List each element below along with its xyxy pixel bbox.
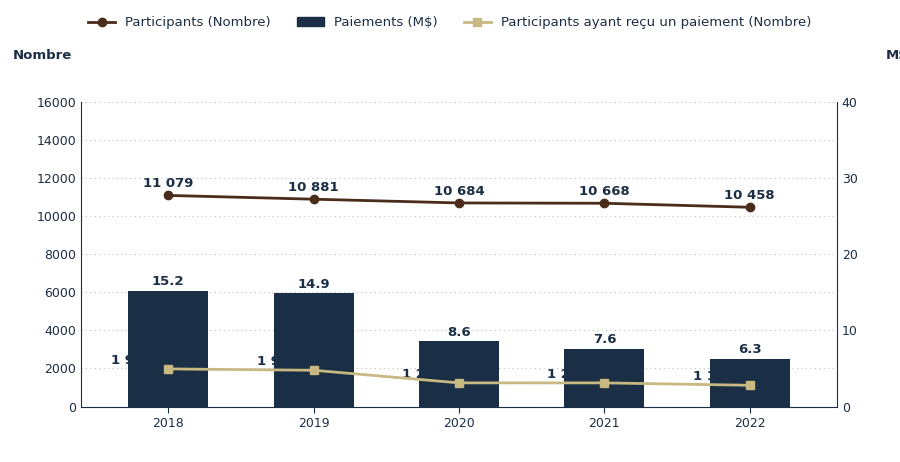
Text: 15.2: 15.2 (152, 275, 184, 288)
Text: 14.9: 14.9 (297, 278, 330, 291)
Text: 8.6: 8.6 (447, 326, 471, 339)
Text: 6.3: 6.3 (738, 343, 761, 356)
Text: M$: M$ (886, 49, 900, 62)
Bar (564, 349, 644, 407)
Text: Nombre: Nombre (13, 49, 72, 62)
Legend: Participants (Nombre), Paiements (M$), Participants ayant reçu un paiement (Nomb: Participants (Nombre), Paiements (M$), P… (83, 11, 817, 35)
Bar (419, 341, 499, 407)
Text: 10 684: 10 684 (434, 185, 484, 198)
Bar (710, 359, 790, 407)
Text: 7.6: 7.6 (592, 334, 617, 346)
Text: 10 668: 10 668 (579, 185, 630, 198)
Text: 1 905: 1 905 (256, 355, 298, 368)
Text: 1 243: 1 243 (402, 368, 444, 381)
Text: 1 117: 1 117 (693, 371, 734, 383)
Bar (128, 291, 208, 407)
Text: 1 975: 1 975 (112, 354, 152, 367)
Bar (274, 293, 354, 407)
Text: 11 079: 11 079 (143, 177, 194, 190)
Text: 10 458: 10 458 (724, 189, 775, 202)
Text: 1 242: 1 242 (547, 368, 589, 381)
Text: 10 881: 10 881 (288, 181, 339, 194)
